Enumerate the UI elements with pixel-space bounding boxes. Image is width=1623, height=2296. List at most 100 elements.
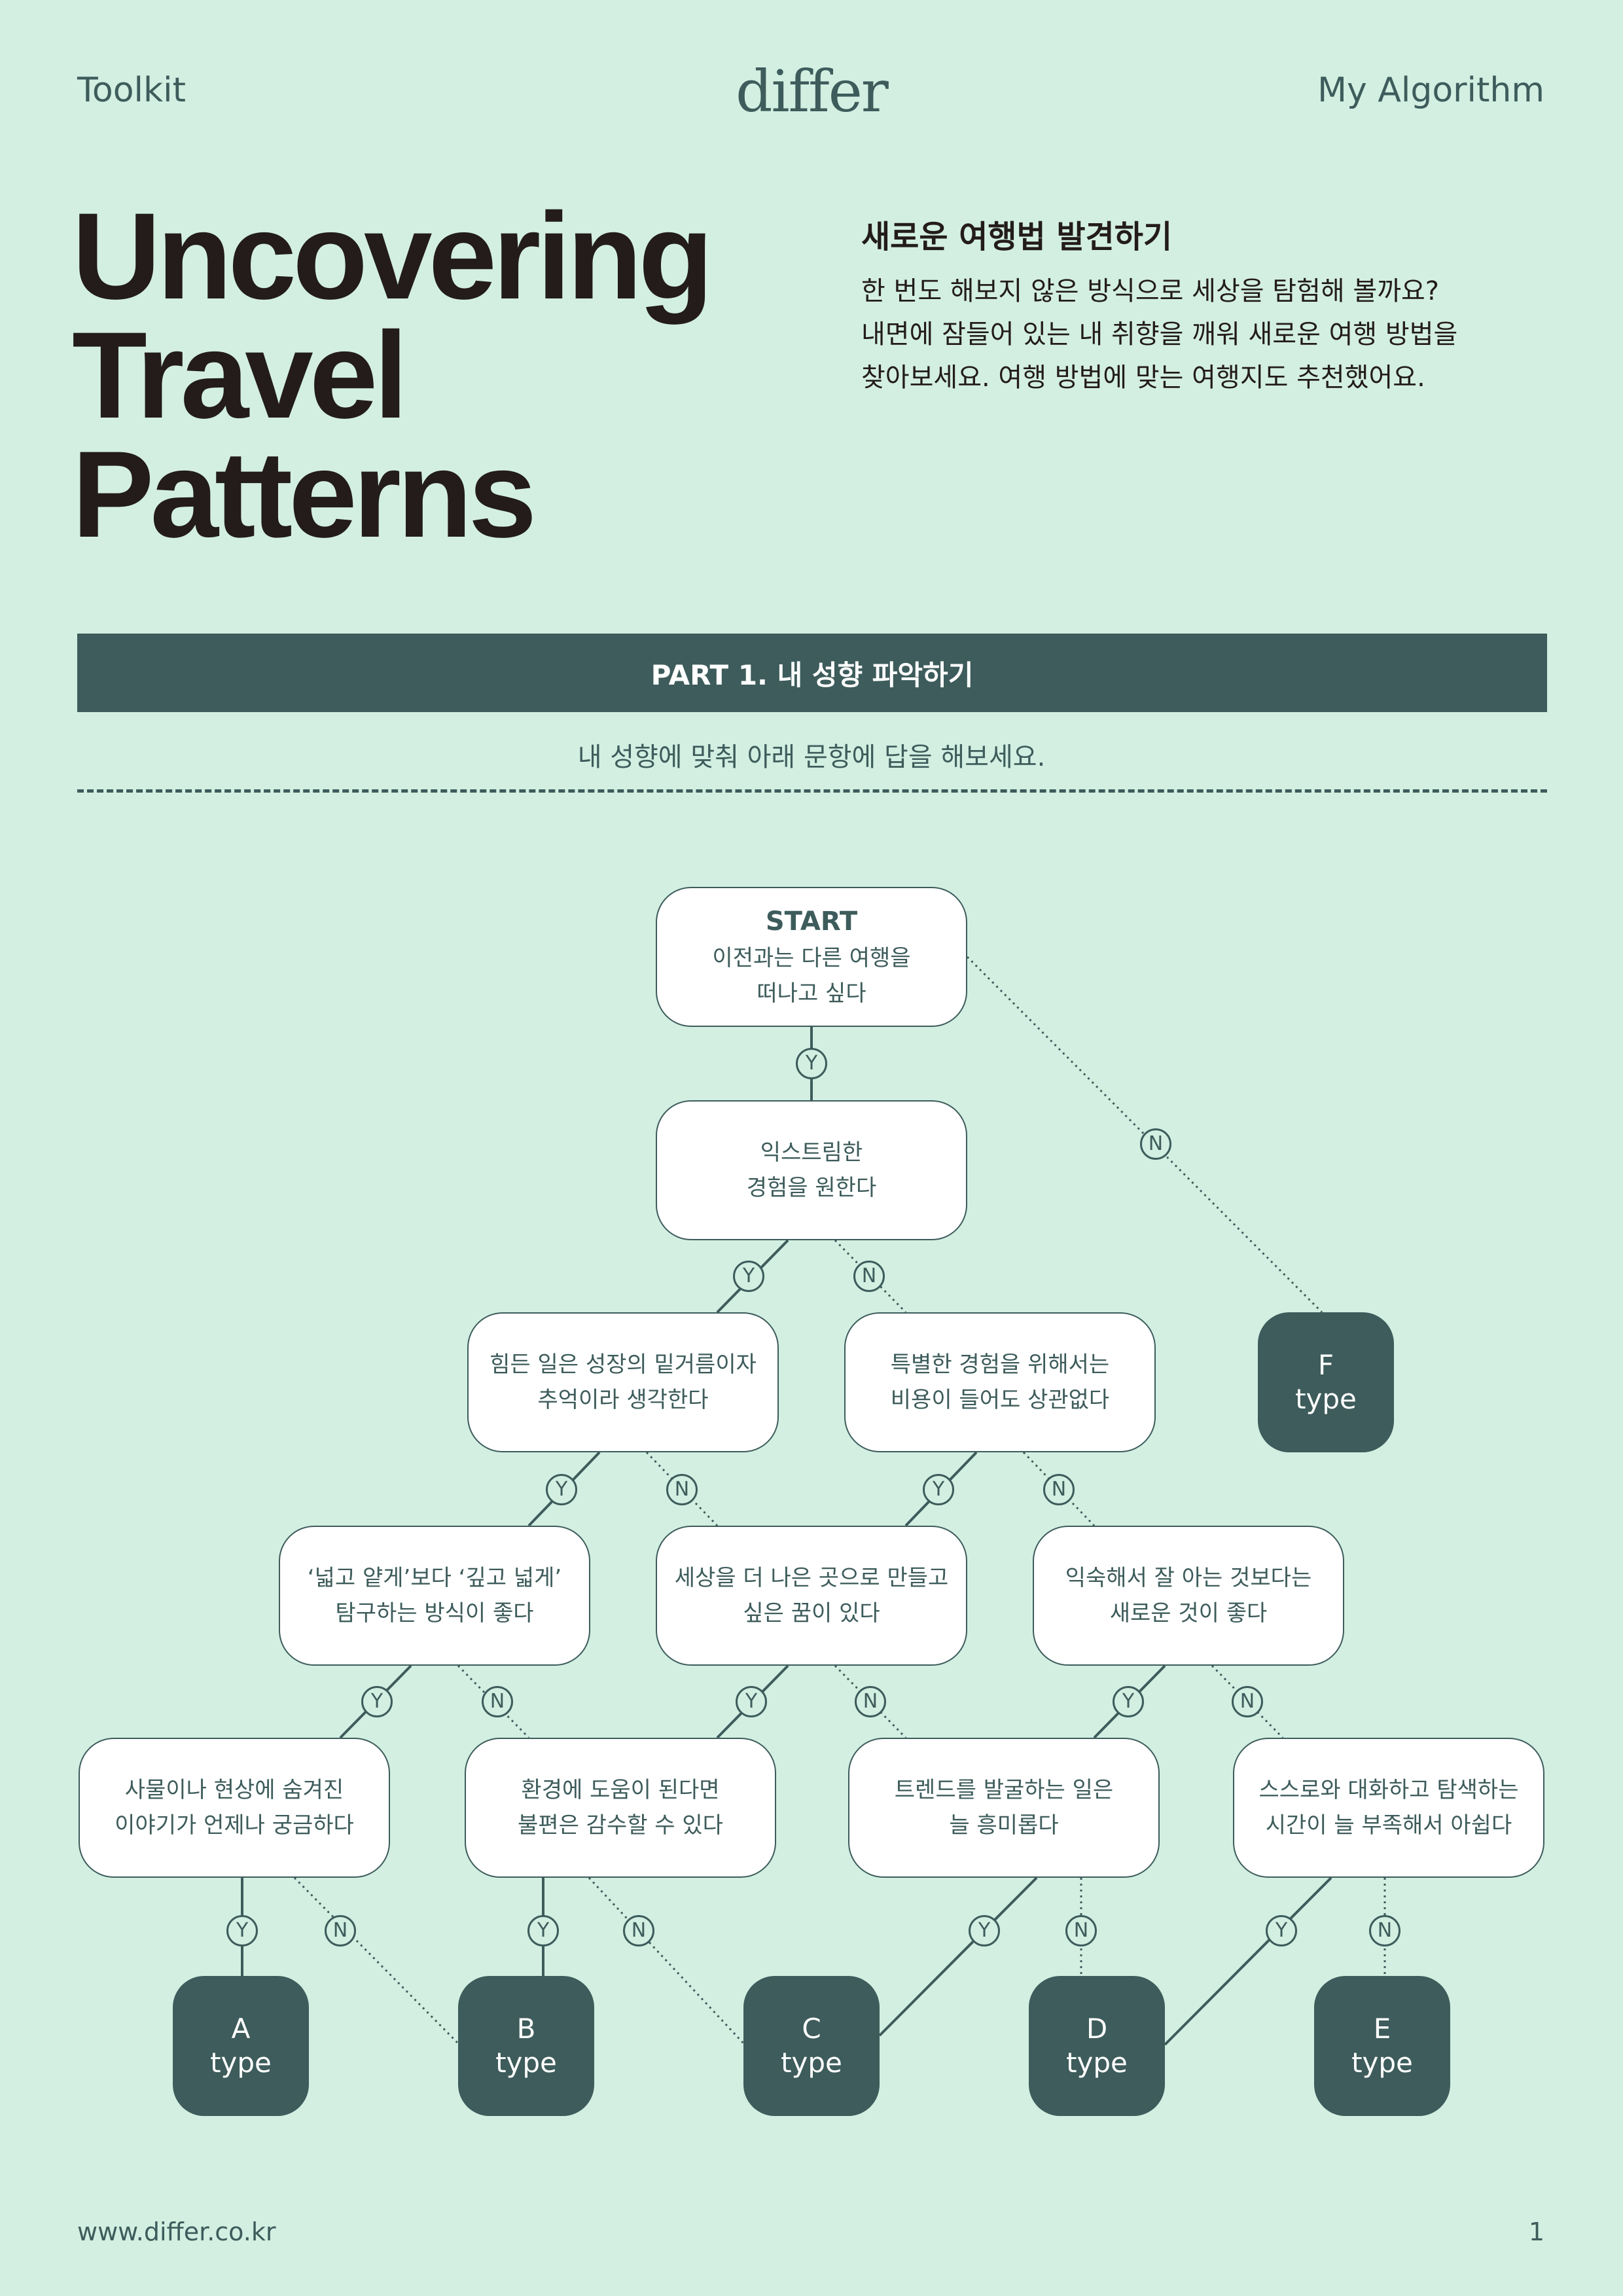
no-badge-15: N [325,1915,356,1946]
title-line-2: Travel [72,306,408,444]
no-badge-11: N [855,1686,886,1717]
question-0-line-1: 이전과는 다른 여행을 [712,945,911,971]
yes-badge-8: Y [361,1686,393,1717]
question-4-line-1: ‘넓고 얕게’보다 ‘깊고 넓게’ [307,1565,562,1591]
intro-heading: 새로운 여행법 발견하기 [861,219,1173,255]
question-0-line-2: 떠나고 싶다 [757,980,866,1007]
result-word: type [210,2047,272,2079]
intro-line-3: 찾아보세요. 여행 방법에 맞는 여행지도 추천했어요. [861,363,1425,393]
yes-badge-18: Y [969,1915,1000,1946]
result-letter: E [1373,2013,1391,2045]
result-letter: B [516,2013,536,2045]
yes-connector-18 [878,1876,1038,2037]
question-6-line-1: 익숙해서 잘 아는 것보다는 [1065,1565,1312,1591]
question-10-line-2: 시간이 늘 부족해서 아쉽다 [1265,1812,1512,1839]
question-6-line-2: 새로운 것이 좋다 [1109,1600,1268,1626]
question-3-line-1: 특별한 경험을 위해서는 [890,1352,1110,1378]
question-node-4: ‘넓고 얕게’보다 ‘깊고 넓게’ 탐구하는 방식이 좋다 [279,1526,590,1666]
result-word: type [1351,2047,1413,2079]
no-connector-3 [834,1239,907,1314]
intro-text: 한 번도 해보지 않은 방식으로 세상을 탐험해 볼까요? 내면에 잠들어 있는… [861,270,1568,399]
question-1-line-2: 경험을 원한다 [746,1175,877,1201]
yes-badge-0: Y [796,1048,827,1079]
page-number: 1 [1528,2217,1544,2246]
no-badge-17: N [623,1915,654,1946]
question-1-line-1: 익스트림한 [760,1139,863,1166]
yes-badge-16: Y [527,1915,559,1946]
intro-line-2: 내면에 잠들어 있는 내 취향을 깨워 새로운 여행 방법을 [861,319,1458,350]
no-connector-13 [1211,1664,1284,1739]
question-7-line-2: 이야기가 언제나 궁금하다 [115,1812,354,1839]
yes-badge-6: Y [923,1474,954,1505]
intro-line-1: 한 번도 해보지 않은 방식으로 세상을 탐험해 볼까요? [861,276,1440,306]
no-badge-13: N [1232,1686,1263,1717]
question-9-line-2: 늘 흥미롭다 [949,1812,1059,1839]
yes-badge-2: Y [733,1261,764,1292]
question-8-line-2: 불편은 감수할 수 있다 [518,1812,723,1839]
no-badge-3: N [853,1261,885,1292]
differ-logo: differ [736,58,889,125]
title-line-3: Patterns [72,425,537,563]
question-4-line-2: 탐구하는 방식이 좋다 [335,1600,534,1626]
no-badge-19: N [1065,1915,1097,1946]
instruction-text: 내 성향에 맞춰 아래 문항에 답을 해보세요. [577,742,1046,772]
no-connector-17 [588,1876,746,2046]
no-badge-9: N [482,1686,513,1717]
header-toolkit: Toolkit [77,71,186,110]
start-label: START [765,906,858,937]
no-badge-5: N [666,1474,698,1505]
no-badge-7: N [1043,1474,1075,1505]
result-letter: F [1317,1349,1334,1381]
result-letter: C [802,2013,821,2045]
question-9-line-1: 트렌드를 발굴하는 일은 [894,1777,1114,1803]
page-title: Uncovering Travel Patterns [72,187,713,563]
result-word: type [1295,1383,1357,1415]
no-badge-21: N [1369,1915,1400,1946]
no-connector-11 [834,1664,907,1739]
part-1-label: PART 1. 내 성향 파악하기 [651,658,974,691]
no-connector-9 [457,1664,530,1739]
question-10-line-1: 스스로와 대화하고 탐색하는 [1258,1777,1519,1803]
question-8-line-1: 환경에 도움이 된다면 [521,1777,720,1803]
header-my-algorithm: My Algorithm [1317,71,1544,110]
question-5-line-1: 세상을 더 나은 곳으로 만들고 [674,1565,949,1591]
yes-badge-12: Y [1113,1686,1144,1717]
question-2-line-1: 힘든 일은 성장의 밑거름이자 [490,1352,757,1378]
result-letter: A [231,2013,251,2045]
result-word: type [1066,2047,1128,2079]
question-5-line-2: 싶은 꿈이 있다 [743,1600,880,1626]
result-word: type [495,2047,557,2079]
no-connector-15 [293,1876,461,2046]
part-1-banner: PART 1. 내 성향 파악하기 [77,634,1547,712]
yes-badge-20: Y [1266,1915,1297,1946]
yes-connector-20 [1164,1876,1332,2046]
dashed-divider [77,789,1547,793]
no-connector-1 [966,956,1323,1314]
result-letter: D [1086,2013,1108,2045]
title-line-1: Uncovering [72,187,713,325]
question-7-line-1: 사물이나 현상에 숨겨진 [124,1777,344,1803]
yes-badge-10: Y [736,1686,767,1717]
yes-badge-14: Y [226,1915,258,1946]
result-word: type [781,2047,842,2079]
question-3-line-2: 비용이 들어도 상관없다 [890,1387,1110,1413]
footer-url: www.differ.co.kr [77,2217,276,2246]
no-badge-1: N [1140,1128,1171,1160]
question-2-line-2: 추억이라 생각한다 [537,1387,709,1413]
